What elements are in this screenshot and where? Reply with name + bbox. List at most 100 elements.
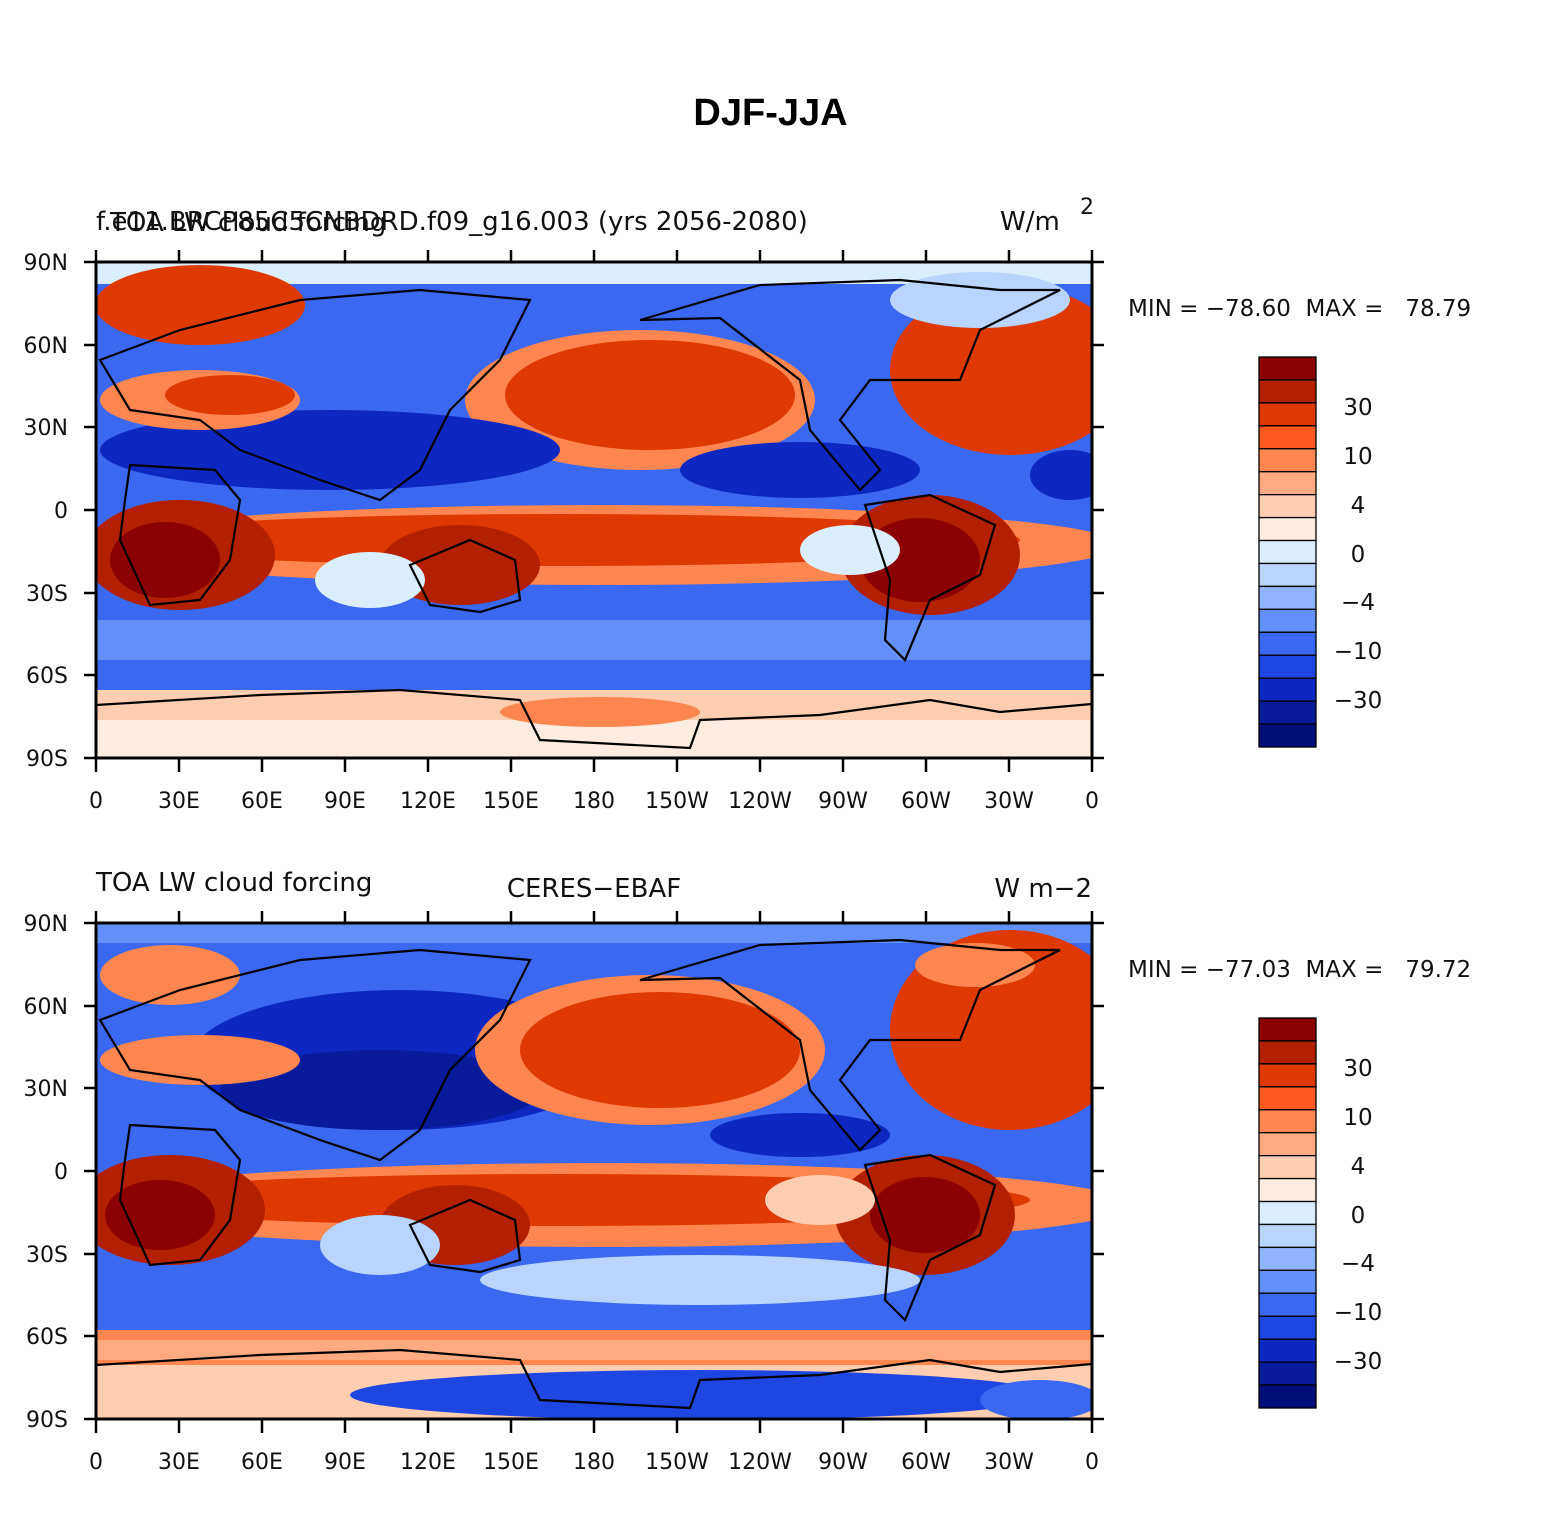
colorbar-swatch <box>1258 608 1317 633</box>
top-lon-label: 150W <box>645 789 709 814</box>
colorbar-swatch <box>1258 1017 1317 1042</box>
colorbar-swatch <box>1258 1086 1317 1111</box>
bottom-lat-label: 60N <box>24 995 68 1020</box>
top-lat-label: 90S <box>26 747 68 772</box>
colorbar-swatch <box>1258 1109 1317 1134</box>
bottom-center-title: CERES−EBAF <box>507 874 681 904</box>
bottom-lon-label: 90E <box>324 1450 366 1475</box>
figure-title: DJF-JJA <box>693 92 848 134</box>
top-lon-label: 180 <box>573 789 615 814</box>
colorbar-swatch <box>1258 631 1317 656</box>
bottom-lon-label: 30W <box>984 1450 1034 1475</box>
colorbar-swatch <box>1258 493 1317 519</box>
bottom-lon-label: 120E <box>400 1450 456 1475</box>
top-colorbar-label: −4 <box>1341 590 1375 616</box>
colorbar-swatch <box>1258 585 1317 611</box>
top-lon-label: 60W <box>901 789 951 814</box>
top-panel: f.e11.BRCP85C5CNBDRD.f09_g16.003 (yrs 20… <box>24 195 1472 814</box>
bottom-lon-label: 60W <box>901 1450 951 1475</box>
colorbar-swatch <box>1258 677 1317 702</box>
bottom-lon-label: 60E <box>241 1450 283 1475</box>
top-lat-label: 90N <box>24 251 68 276</box>
bottom-colorbar-label: 10 <box>1343 1105 1372 1131</box>
colorbar-swatch <box>1258 356 1317 381</box>
colorbar-swatch <box>1258 654 1317 679</box>
colorbar-swatch <box>1258 1040 1317 1065</box>
bottom-lat-label: 60S <box>26 1325 68 1350</box>
colorbar-swatch <box>1258 402 1317 427</box>
colorbar-swatch <box>1258 723 1317 748</box>
bottom-colorbar-label: 30 <box>1343 1056 1372 1082</box>
colorbar-swatch <box>1258 1269 1317 1294</box>
top-right-title: W/m <box>1000 207 1060 237</box>
top-left-title-overlap: f.e11.BRCP85C5CNBDRD.f09_g16.003 (yrs 20… <box>96 207 808 237</box>
bottom-lat-label: 90N <box>24 912 68 937</box>
bottom-lat-label: 0 <box>54 1160 68 1185</box>
top-lat-ticks <box>84 260 1104 760</box>
top-right-title-superscript: 2 <box>1080 195 1094 220</box>
top-lat-label: 30S <box>26 582 68 607</box>
bottom-lon-label: 0 <box>89 1450 103 1475</box>
bottom-colorbar-label: −30 <box>1334 1349 1383 1375</box>
top-lat-label: 60S <box>26 664 68 689</box>
top-colorbar-label: −10 <box>1334 639 1383 665</box>
top-lon-label: 30W <box>984 789 1034 814</box>
colorbar-swatch <box>1258 1200 1317 1226</box>
colorbar-swatch <box>1258 1223 1317 1249</box>
top-lon-label: 0 <box>1085 789 1099 814</box>
colorbar-swatch <box>1258 1063 1317 1088</box>
top-coastlines <box>96 278 1092 750</box>
top-min-max: MIN = −78.60 MAX = 78.79 <box>1128 296 1471 322</box>
bottom-map-field <box>96 923 1092 1419</box>
bottom-right-title: W m−2 <box>994 874 1092 904</box>
colorbar-swatch <box>1258 700 1317 725</box>
colorbar-swatch <box>1258 1246 1317 1272</box>
bottom-colorbar-label: −4 <box>1341 1251 1375 1277</box>
colorbar-swatch <box>1258 1315 1317 1340</box>
top-lon-label: 120W <box>728 789 792 814</box>
top-lon-label: 30E <box>158 789 200 814</box>
colorbar-swatch <box>1258 448 1317 473</box>
top-lon-ticks <box>94 250 1094 772</box>
bottom-left-title: TOA LW cloud forcing <box>95 868 372 898</box>
colorbar-swatch <box>1258 1132 1317 1157</box>
colorbar-swatch <box>1258 516 1317 542</box>
top-colorbar-label: −30 <box>1334 688 1383 714</box>
bottom-colorbar-label: −10 <box>1334 1300 1383 1326</box>
bottom-lat-label: 90S <box>26 1408 68 1433</box>
top-lon-label: 120E <box>400 789 456 814</box>
top-colorbar-label: 10 <box>1343 444 1372 470</box>
colorbar-swatch <box>1258 1292 1317 1317</box>
bottom-coastlines <box>96 938 1092 1410</box>
bottom-colorbar-label: 4 <box>1351 1154 1366 1180</box>
bottom-lat-ticks <box>84 921 1104 1421</box>
colorbar-swatch <box>1258 1384 1317 1409</box>
top-colorbar-label: 30 <box>1343 395 1372 421</box>
bottom-min-max: MIN = −77.03 MAX = 79.72 <box>1128 957 1471 983</box>
bottom-lon-label: 150W <box>645 1450 709 1475</box>
bottom-lon-label: 180 <box>573 1450 615 1475</box>
colorbar-swatch <box>1258 539 1317 565</box>
bottom-panel: TOA LW cloud forcing CERES−EBAF W m−2 <box>24 868 1472 1475</box>
colorbar-swatch <box>1258 471 1317 496</box>
top-lat-label: 30N <box>24 416 68 441</box>
top-lon-label: 0 <box>89 789 103 814</box>
top-lat-label: 60N <box>24 334 68 359</box>
colorbar-swatch <box>1258 1338 1317 1363</box>
bottom-lon-label: 0 <box>1085 1450 1099 1475</box>
colorbar-swatch <box>1258 1361 1317 1386</box>
top-lon-label: 90W <box>818 789 868 814</box>
top-map-field <box>96 262 1092 758</box>
top-lat-label: 0 <box>54 499 68 524</box>
bottom-lon-label: 120W <box>728 1450 792 1475</box>
bottom-colorbar <box>1258 1017 1317 1409</box>
bottom-lat-label: 30S <box>26 1243 68 1268</box>
colorbar-swatch <box>1258 1154 1317 1180</box>
colorbar-swatch <box>1258 562 1317 588</box>
bottom-lat-label: 30N <box>24 1077 68 1102</box>
top-lon-label: 90E <box>324 789 366 814</box>
top-lon-label: 60E <box>241 789 283 814</box>
colorbar-swatch <box>1258 379 1317 404</box>
top-colorbar <box>1258 356 1317 748</box>
top-left-title: TOA LW cloud forcing <box>109 208 386 238</box>
